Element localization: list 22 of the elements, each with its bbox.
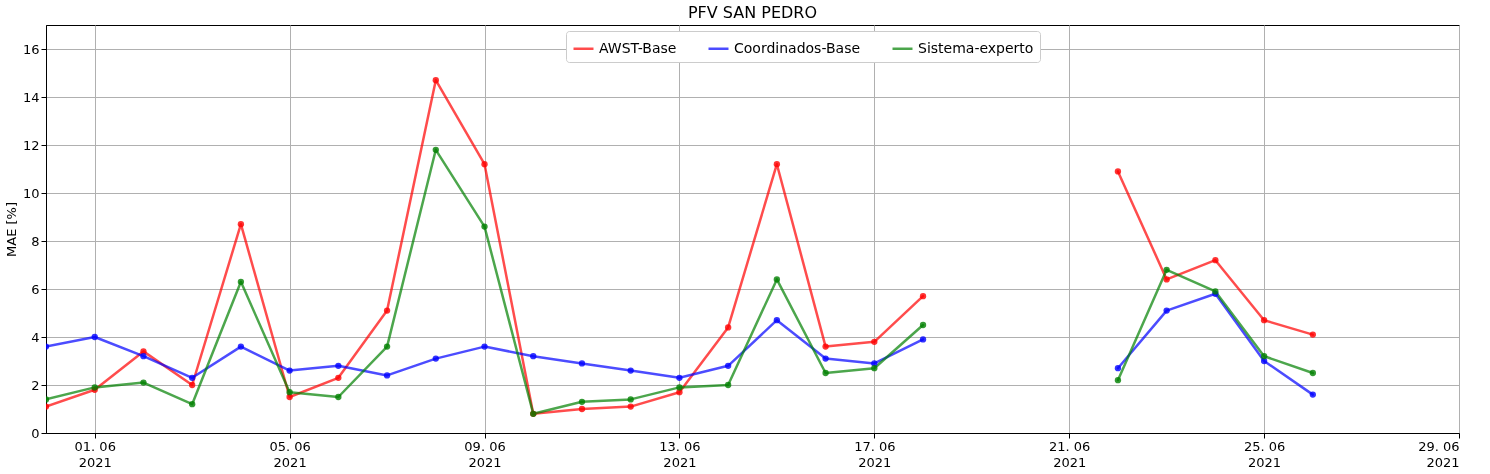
x-tick-label: 21. 06 2021 [1049, 438, 1091, 470]
y-tick-label: 10 [22, 185, 40, 201]
x-tick-label: 05. 06 2021 [269, 438, 311, 470]
x-tick-label: 13. 06 2021 [659, 438, 701, 470]
x-tick-label: 01. 06 2021 [74, 438, 116, 470]
y-tick-label: 12 [22, 137, 40, 153]
x-tick-label: 09. 06 2021 [464, 438, 506, 470]
x-tick-label: 17. 06 2021 [854, 438, 896, 470]
x-tick-label: 29. 06 2021 [1418, 438, 1460, 470]
y-tick-label: 2 [31, 377, 40, 393]
legend-label: Coordinados-Base [734, 39, 861, 56]
y-tick-label: 4 [31, 329, 40, 345]
legend-label: AWST-Base [599, 39, 677, 56]
chart-title: PFV SAN PEDRO [687, 3, 818, 22]
x-tick-label: 25. 06 2021 [1243, 438, 1286, 470]
y-axis-title: MAE [%] [3, 202, 19, 257]
legend-label: Sistema-experto [918, 39, 1034, 56]
y-tick-label: 16 [22, 41, 40, 57]
y-tick-label: 6 [31, 281, 40, 297]
y-tick-label: 8 [31, 233, 40, 249]
y-tick-label: 0 [31, 425, 40, 441]
y-tick-label: 14 [22, 89, 40, 105]
